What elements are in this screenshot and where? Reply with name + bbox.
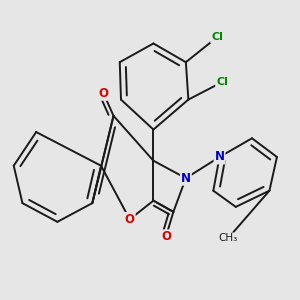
Text: Cl: Cl: [216, 77, 228, 87]
Text: N: N: [214, 151, 224, 164]
Text: O: O: [161, 230, 171, 243]
Text: O: O: [125, 213, 135, 226]
Text: CH₃: CH₃: [219, 233, 238, 243]
Text: N: N: [181, 172, 191, 185]
Text: O: O: [98, 87, 109, 100]
Text: Cl: Cl: [211, 32, 223, 42]
